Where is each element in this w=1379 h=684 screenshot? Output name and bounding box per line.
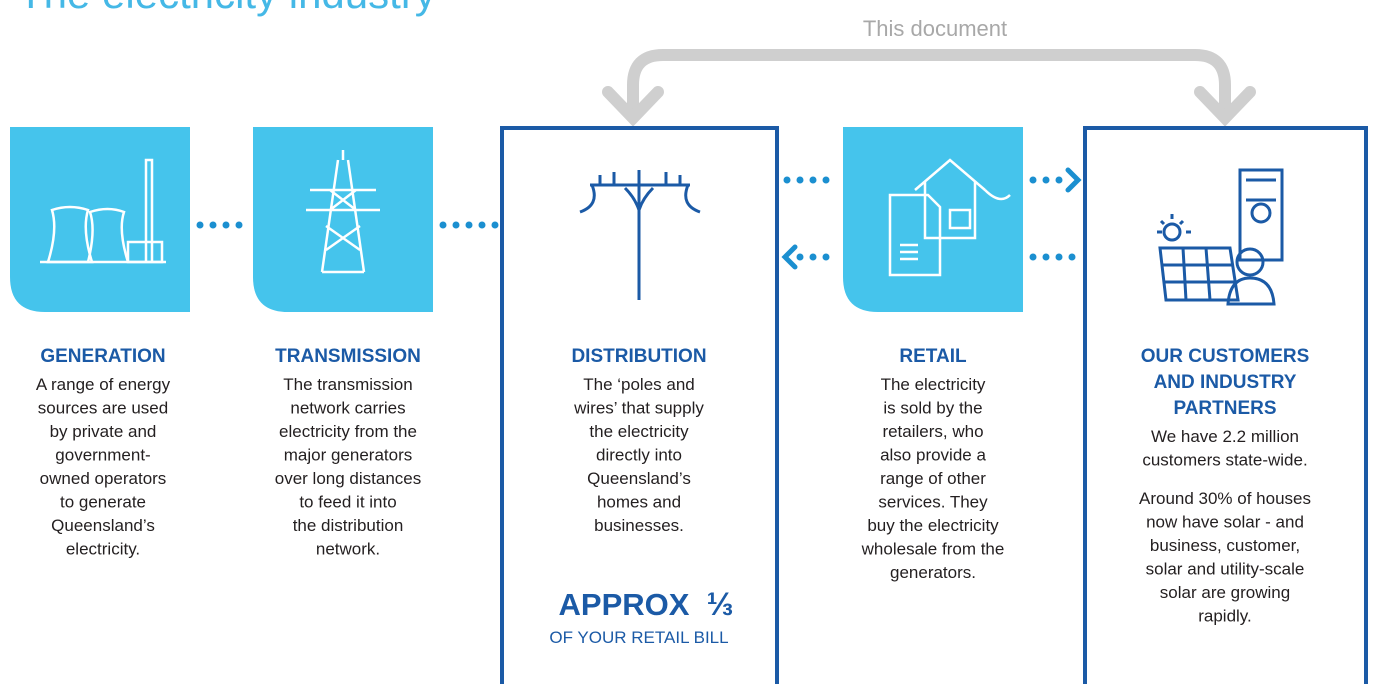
stage-text: electricity from the bbox=[279, 422, 417, 441]
stage-text: The ‘poles and bbox=[583, 375, 695, 394]
stage-text: buy the electricity bbox=[867, 516, 999, 535]
generation-icon bbox=[40, 158, 166, 264]
stage-text: wholesale from the bbox=[861, 540, 1005, 559]
stage-text: to feed it into bbox=[299, 493, 396, 512]
stage-text: Around 30% of houses bbox=[1139, 489, 1311, 508]
connector-arrows bbox=[781, 167, 1082, 270]
stage-text: directly into bbox=[596, 446, 682, 465]
stage-text: Queensland’s bbox=[587, 469, 691, 488]
scope-label: This document bbox=[863, 16, 1007, 41]
stage-text: the electricity bbox=[589, 422, 689, 441]
retail-icon bbox=[888, 158, 1011, 277]
stage-text: over long distances bbox=[275, 469, 421, 488]
distribution-frame bbox=[500, 126, 779, 684]
stage-heading: OUR CUSTOMERS bbox=[1141, 346, 1310, 367]
title: The electricity industry bbox=[18, 0, 436, 17]
stage-text: major generators bbox=[284, 446, 413, 465]
stage-text: businesses. bbox=[594, 516, 684, 535]
distribution-icon bbox=[579, 170, 701, 300]
stage-heading: DISTRIBUTION bbox=[571, 346, 706, 367]
stage-text: owned operators bbox=[40, 469, 167, 488]
customers-frame bbox=[1083, 126, 1368, 684]
stage-text: wires’ that supply bbox=[573, 399, 704, 418]
stage-text: government- bbox=[55, 446, 150, 465]
stage-text: also provide a bbox=[880, 446, 986, 465]
stage-heading: RETAIL bbox=[899, 346, 967, 367]
stage-text: homes and bbox=[597, 493, 681, 512]
stage-text: network carries bbox=[290, 399, 405, 418]
stage-heading: GENERATION bbox=[40, 346, 165, 367]
scope-arrowheads bbox=[602, 86, 1256, 127]
stage-text: customers state-wide. bbox=[1142, 451, 1307, 470]
stage-text: generators. bbox=[890, 563, 976, 582]
stage-heading: TRANSMISSION bbox=[275, 346, 421, 367]
stage-text: to generate bbox=[60, 493, 146, 512]
stage-text: The electricity bbox=[881, 375, 986, 394]
stage-heading: AND INDUSTRY bbox=[1154, 372, 1297, 393]
generation-box bbox=[10, 127, 190, 312]
note-main: APPROX bbox=[559, 587, 690, 622]
stage-text: range of other bbox=[880, 469, 986, 488]
stage-text: retailers, who bbox=[882, 422, 983, 441]
stage-text: A range of energy bbox=[36, 375, 171, 394]
stage-text: rapidly. bbox=[1198, 607, 1252, 626]
stage-text: solar are growing bbox=[1160, 583, 1290, 602]
stage-text: now have solar - and bbox=[1146, 513, 1304, 532]
stage-text: services. They bbox=[878, 493, 988, 512]
note-sub: OF YOUR RETAIL BILL bbox=[549, 628, 728, 647]
connectors bbox=[196, 176, 1076, 261]
customers-icon bbox=[1157, 168, 1284, 306]
transmission-box bbox=[253, 127, 433, 312]
stage-text: solar and utility-scale bbox=[1146, 560, 1305, 579]
stage-text: electricity. bbox=[66, 540, 140, 559]
transmission-icon bbox=[306, 150, 380, 274]
stage-heading: PARTNERS bbox=[1173, 398, 1276, 419]
note-fraction: ⅓ bbox=[707, 586, 734, 622]
scope-arrow bbox=[627, 49, 1231, 115]
stage-text: Queensland’s bbox=[51, 516, 155, 535]
stage-text: the distribution bbox=[293, 516, 404, 535]
stage-text: by private and bbox=[50, 422, 157, 441]
stage-text: The transmission bbox=[283, 375, 412, 394]
stage-text: business, customer, bbox=[1150, 536, 1300, 555]
stage-text: network. bbox=[316, 540, 380, 559]
stage-text: is sold by the bbox=[883, 399, 982, 418]
retail-box bbox=[843, 127, 1023, 312]
stage-text: sources are used bbox=[38, 399, 168, 418]
stage-text: We have 2.2 million bbox=[1151, 427, 1299, 446]
